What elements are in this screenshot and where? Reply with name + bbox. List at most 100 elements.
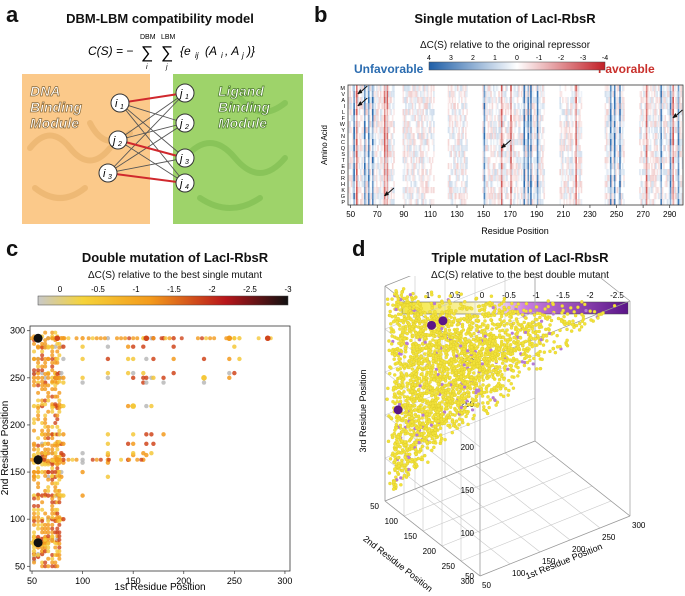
- b-heat-cell: [351, 157, 354, 164]
- node-j4: j 4: [175, 173, 195, 193]
- d-point: [592, 310, 597, 314]
- b-heat-cell: [387, 163, 390, 170]
- b-heat-cell: [492, 127, 495, 134]
- b-heat-cell: [528, 97, 531, 104]
- b-heat-cell: [365, 91, 367, 98]
- b-heat-cell: [507, 103, 510, 110]
- b-heat-cell: [567, 157, 569, 164]
- b-heat-cell: [643, 163, 645, 170]
- b-heat-cell: [613, 175, 616, 182]
- c-point: [149, 451, 154, 456]
- c-point: [130, 370, 136, 376]
- d-point: [393, 442, 397, 446]
- b-heat-cell: [353, 187, 355, 194]
- b-heat-cell: [643, 109, 645, 116]
- b-heat-cell: [425, 115, 427, 122]
- b-heat-cell: [402, 169, 405, 176]
- b-heat-cell: [486, 181, 488, 188]
- d-point: [525, 360, 530, 365]
- b-heat-cell: [539, 127, 542, 134]
- b-heat-cell: [655, 85, 657, 92]
- b-heat-cell: [464, 187, 467, 194]
- b-heat-cell: [671, 139, 673, 146]
- d-point: [392, 431, 396, 436]
- b-heat-cell: [357, 157, 359, 164]
- c-point: [50, 515, 55, 520]
- b-heat-cell: [536, 121, 539, 128]
- b-heat-cell: [527, 199, 530, 206]
- c-point: [36, 398, 41, 403]
- b-heat-cell: [367, 103, 370, 110]
- b-heat-cell: [672, 145, 674, 152]
- b-heat-cell: [414, 145, 417, 152]
- b-heat-cell: [487, 127, 490, 134]
- d-point: [562, 314, 566, 319]
- b-heat-cell: [611, 91, 613, 98]
- b-heat-cell: [494, 121, 496, 128]
- b-heat-cell: [421, 133, 423, 140]
- b-heat-cell: [508, 139, 511, 146]
- b-heat-cell: [572, 91, 575, 98]
- d-x-tick-label: 300: [632, 521, 646, 530]
- b-heat-cell: [566, 199, 568, 206]
- c-point: [105, 474, 111, 479]
- b-heat-cell: [644, 199, 647, 206]
- b-heat-cell: [573, 193, 576, 200]
- b-heat-cell: [386, 181, 389, 188]
- c-point: [50, 552, 55, 557]
- b-heat-cell: [371, 109, 374, 116]
- b-heat-cell: [355, 193, 358, 200]
- b-heat-cell: [660, 187, 663, 194]
- b-heat-cell: [374, 133, 377, 140]
- c-point: [43, 522, 48, 527]
- b-heat-cell: [417, 199, 419, 206]
- equation-arg-sep: , A: [225, 44, 239, 58]
- b-heat-cell: [612, 139, 615, 146]
- b-heat-cell: [365, 163, 367, 170]
- b-heat-cell: [451, 115, 454, 122]
- b-heat-cell: [433, 97, 435, 104]
- b-heat-cell: [387, 151, 390, 158]
- b-heat-cell: [680, 193, 682, 200]
- b-heat-cell: [612, 127, 615, 134]
- b-heat-cell: [605, 175, 608, 182]
- b-heat-cell: [660, 85, 663, 92]
- b-heat-cell: [523, 187, 526, 194]
- c-point: [227, 370, 232, 376]
- b-heat-cell: [608, 97, 611, 104]
- b-heat-cell: [498, 175, 500, 182]
- b-heat-cell: [623, 157, 625, 164]
- b-heat-cell: [349, 145, 351, 152]
- b-heat-cell: [653, 181, 656, 188]
- b-heat-cell: [423, 187, 426, 194]
- c-point: [139, 457, 144, 462]
- c-point: [46, 470, 51, 475]
- b-heat-cell: [504, 91, 507, 98]
- b-heat-cell: [358, 181, 361, 188]
- d-point: [390, 435, 395, 440]
- c-point: [50, 356, 55, 361]
- b-heat-cell: [409, 151, 411, 158]
- c-point: [57, 473, 62, 478]
- b-heat-cell: [615, 115, 617, 122]
- c-point: [46, 530, 51, 535]
- b-heat-cell: [680, 139, 682, 146]
- b-heat-cell: [419, 133, 422, 140]
- c-point: [50, 530, 55, 535]
- b-heat-cell: [648, 103, 651, 110]
- b-heat-cell: [530, 127, 532, 134]
- b-heat-cell: [612, 109, 615, 116]
- b-heat-cell: [417, 193, 419, 200]
- b-heat-cell: [576, 151, 579, 158]
- b-heat-cell: [515, 181, 518, 188]
- b-heat-cell: [607, 157, 609, 164]
- b-heat-cell: [387, 169, 390, 176]
- c-point: [57, 428, 62, 433]
- b-heat-cell: [417, 151, 419, 158]
- c-point: [46, 458, 51, 463]
- b-heat-cell: [451, 193, 454, 200]
- b-heat-cell: [518, 85, 520, 92]
- b-heat-cell: [358, 109, 361, 116]
- c-point: [50, 526, 55, 531]
